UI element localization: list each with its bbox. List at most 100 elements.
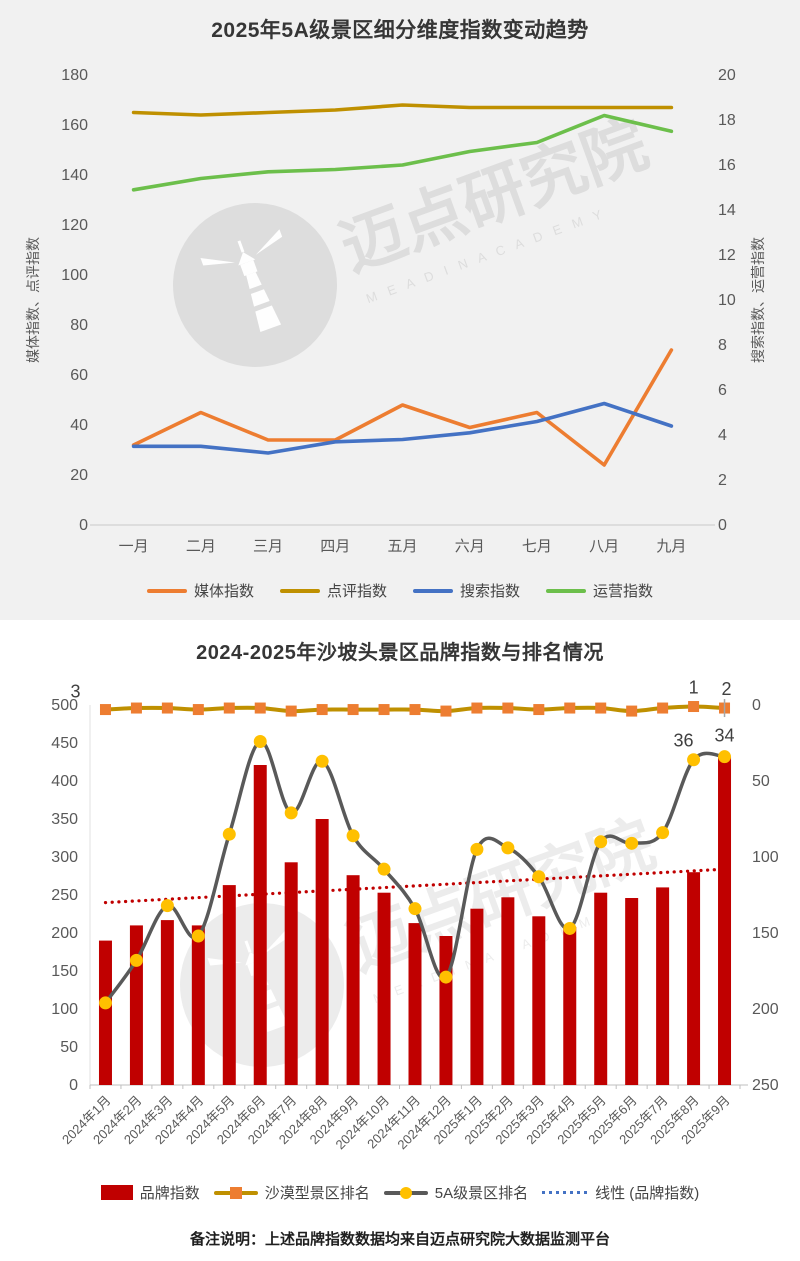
- chart2-left-axis-tick: 0: [69, 1077, 78, 1094]
- chart1-x-category-label: 九月: [656, 538, 686, 555]
- marker-square-沙漠型景区排名: [192, 704, 204, 716]
- marker-square-沙漠型景区排名: [564, 702, 576, 714]
- chart1-left-axis-tick: 120: [61, 217, 88, 234]
- marker-square-沙漠型景区排名: [347, 704, 359, 716]
- marker-circle-5A级景区排名: [718, 750, 732, 764]
- marker-circle-5A级景区排名: [532, 870, 546, 884]
- data-label-沙漠型景区排名: 3: [70, 682, 80, 702]
- chart1-left-axis-tick: 0: [79, 517, 88, 534]
- legend-item-search-index: 搜索指数: [413, 580, 520, 601]
- legend-label: 线性 (品牌指数): [595, 1185, 700, 1202]
- chart1-x-category-label: 七月: [522, 538, 552, 555]
- bar-brand-index: [470, 908, 484, 1085]
- chart1-right-axis-tick: 20: [718, 67, 736, 84]
- chart1-right-axis-title: 搜索指数、运营指数: [750, 237, 766, 363]
- watermark-lighthouse-antenna: [244, 940, 252, 953]
- marker-circle-5A级景区排名: [253, 734, 267, 748]
- marker-square-沙漠型景区排名: [161, 702, 173, 714]
- marker-square-沙漠型景区排名: [502, 702, 514, 714]
- bar-brand-index: [191, 925, 205, 1085]
- chart2-left-axis-tick: 300: [51, 849, 78, 866]
- chart2-left-axis-tick: 50: [60, 1039, 78, 1056]
- data-label-沙漠型景区排名: 2: [722, 679, 732, 699]
- bar-brand-index: [656, 887, 670, 1085]
- marker-circle-5A级景区排名: [687, 753, 701, 767]
- legend-label: 搜索指数: [460, 583, 521, 600]
- chart1-x-category-label: 四月: [320, 538, 350, 555]
- data-label-沙漠型景区排名: 1: [689, 678, 699, 698]
- marker-circle-5A级景区排名: [346, 829, 360, 843]
- marker-square-沙漠型景区排名: [595, 702, 607, 714]
- chart2-legend: 品牌指数 沙漠型景区排名 5A级景区排名 线性 (品牌指数): [0, 1182, 800, 1203]
- bar-brand-index: [501, 897, 515, 1085]
- search-index-line-swatch: [413, 588, 453, 593]
- chart1-left-axis-tick: 180: [61, 67, 88, 84]
- legend-label: 运营指数: [593, 583, 654, 600]
- data-label-5A级景区排名: 36: [674, 731, 694, 751]
- bar-brand-index: [687, 872, 701, 1085]
- marker-circle-5A级景区排名: [563, 921, 577, 935]
- watermark-beam: [262, 929, 290, 955]
- operation-index-line-swatch: [546, 588, 587, 593]
- fivea-rank-circle-marker-icon: [399, 1186, 412, 1199]
- chart2-right-axis-tick: 150: [752, 925, 779, 942]
- marker-circle-5A级景区排名: [129, 953, 143, 967]
- legend-item-brand-index: 品牌指数: [100, 1182, 200, 1203]
- marker-circle-5A级景区排名: [315, 754, 329, 768]
- chart2-left-axis-tick: 100: [51, 1001, 78, 1018]
- watermark-beam: [255, 229, 283, 255]
- chart1-right-axis-tick: 10: [718, 292, 736, 309]
- marker-circle-5A级景区排名: [222, 827, 236, 841]
- marker-circle-5A级景区排名: [408, 902, 422, 916]
- marker-circle-5A级景区排名: [439, 970, 453, 984]
- chart1-right-axis-tick: 8: [718, 337, 727, 354]
- chart1-left-axis-title: 媒体指数、点评指数: [25, 237, 41, 363]
- bar-brand-index: [532, 916, 546, 1085]
- chart1-title: 2025年5A级景区细分维度指数变动趋势: [211, 19, 589, 42]
- legend-item-trend: 线性 (品牌指数): [542, 1182, 699, 1203]
- bar-brand-index: [594, 892, 608, 1085]
- marker-square-沙漠型景区排名: [316, 704, 328, 716]
- series-line-点评指数: [131, 103, 674, 117]
- chart2-title: 2024-2025年沙坡头景区品牌指数与排名情况: [196, 642, 604, 664]
- chart1-right-axis-tick: 2: [718, 472, 727, 489]
- bar-brand-index: [625, 898, 639, 1085]
- chart1-right-axis-tick: 0: [718, 517, 727, 534]
- watermark-lighthouse-antenna: [237, 240, 245, 253]
- chart1-right-axis-tick: 4: [718, 427, 727, 444]
- marker-square-沙漠型景区排名: [409, 704, 421, 716]
- bar-brand-index: [563, 926, 577, 1085]
- legend-item-5a-rank: 5A级景区排名: [383, 1182, 529, 1203]
- marker-square-沙漠型景区排名: [471, 702, 483, 714]
- fivea-rank-line-swatch: [383, 1186, 428, 1200]
- chart2-left-axis-tick: 200: [51, 925, 78, 942]
- bar-brand-index: [346, 875, 360, 1085]
- marker-square-沙漠型景区排名: [130, 702, 142, 714]
- chart1-right-axis-tick: 18: [718, 112, 736, 129]
- legend-label: 5A级景区排名: [434, 1185, 529, 1202]
- marker-circle-5A级景区排名: [594, 835, 608, 849]
- chart1-x-category-label: 二月: [186, 538, 216, 555]
- footnote: 备注说明：上述品牌指数数据均来自迈点研究院大数据监测平台: [189, 1231, 610, 1248]
- marker-square-沙漠型景区排名: [285, 705, 297, 717]
- marker-square-沙漠型景区排名: [657, 702, 669, 714]
- legend-label: 品牌指数: [139, 1185, 200, 1202]
- watermark-lighthouse-band: [251, 299, 275, 313]
- chart1-left-axis-tick: 80: [70, 317, 88, 334]
- top-chart-panel: 2025年5A级景区细分维度指数变动趋势 迈点研究院 M E A D I N A …: [0, 0, 800, 620]
- chart1-x-category-label: 五月: [387, 538, 417, 555]
- bar-brand-index: [315, 819, 329, 1085]
- bar-brand-index: [718, 756, 732, 1085]
- legend-item-media-index: 媒体指数: [146, 580, 254, 601]
- chart1-left-axis-tick: 60: [70, 367, 88, 384]
- review-index-line-swatch: [279, 588, 320, 593]
- marker-square-沙漠型景区排名: [223, 702, 235, 714]
- marker-square-沙漠型景区排名: [378, 704, 390, 716]
- bar-brand-index: [284, 862, 298, 1085]
- legend-label: 点评指数: [326, 583, 387, 600]
- chart1-left-axis-tick: 40: [70, 417, 88, 434]
- marker-circle-5A级景区排名: [377, 862, 391, 876]
